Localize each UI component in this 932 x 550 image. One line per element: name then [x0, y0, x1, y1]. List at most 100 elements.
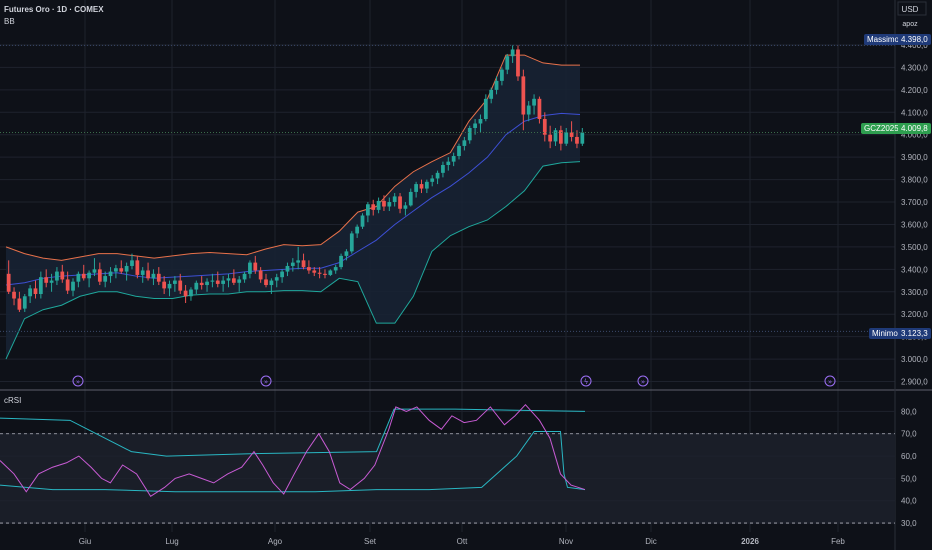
y-tick-label: 3.600,0	[901, 220, 928, 229]
candle-body	[301, 260, 306, 268]
candle-body	[403, 205, 408, 209]
candle-body	[103, 276, 108, 282]
candle-body	[71, 281, 75, 291]
candle-body	[87, 272, 91, 279]
candle-body	[81, 273, 86, 279]
candle-body	[215, 280, 220, 284]
candle-body	[494, 80, 499, 90]
candle-body	[537, 98, 542, 120]
candle-body	[521, 76, 526, 115]
candle-body	[457, 145, 461, 157]
candle-body	[33, 288, 38, 295]
candle-body	[580, 132, 585, 144]
candle-body	[290, 262, 295, 266]
candle-body	[398, 196, 402, 209]
event-icon	[72, 375, 84, 387]
candle-body	[285, 265, 290, 272]
x-tick-label: Feb	[831, 537, 845, 546]
candle-body	[146, 270, 150, 279]
candle-body	[140, 270, 145, 275]
crsi-line	[0, 403, 586, 497]
candle-body	[60, 271, 65, 280]
candle-body	[258, 270, 263, 280]
y-tick-label: 4.200,0	[901, 86, 928, 95]
crsi-tick-label: 40,0	[901, 497, 917, 506]
candle-body	[167, 283, 172, 289]
candle-body	[38, 277, 43, 295]
event-icon-glyph: »	[828, 378, 832, 386]
x-tick-label: Lug	[165, 537, 178, 546]
candle-body	[76, 273, 81, 282]
candle-body	[108, 271, 113, 277]
candle-body	[553, 130, 558, 142]
candle-body	[526, 105, 531, 115]
candle-body	[269, 280, 274, 286]
bollinger-fill	[6, 55, 580, 360]
candle-body	[349, 233, 354, 252]
candle-body	[558, 130, 563, 144]
candle-body	[414, 184, 419, 192]
candle-body	[28, 288, 33, 297]
x-tick-label: Giu	[79, 537, 91, 546]
candle-body	[6, 273, 11, 292]
min-value: 3.123,3	[898, 328, 931, 339]
candle-body	[130, 260, 134, 266]
x-tick-label: Set	[364, 537, 377, 546]
candle-body	[199, 282, 204, 286]
indicator-label-bb[interactable]: BB	[4, 17, 15, 26]
currency-button[interactable]: USD	[901, 5, 919, 14]
candle-body	[376, 200, 381, 210]
unit-button[interactable]: apoz	[902, 21, 918, 28]
candle-body	[516, 49, 520, 77]
candle-body	[189, 289, 193, 297]
y-tick-label: 3.200,0	[901, 310, 928, 319]
candle-body	[178, 280, 183, 291]
y-tick-label: 3.800,0	[901, 176, 928, 185]
candle-body	[124, 265, 129, 272]
event-icon-glyph: »	[76, 378, 80, 386]
candle-body	[17, 298, 22, 310]
candle-body	[355, 226, 360, 234]
candle-body	[274, 277, 279, 281]
crsi-tick-label: 30,0	[901, 519, 917, 528]
candle-body	[532, 98, 536, 106]
candle-body	[194, 282, 199, 290]
y-tick-label: 3.400,0	[901, 265, 928, 274]
candle-body	[65, 279, 70, 291]
candle-body	[408, 191, 413, 206]
candle-body	[237, 279, 242, 283]
crsi-lower-band	[0, 431, 586, 493]
candle-body	[55, 271, 59, 281]
candle-body	[569, 132, 574, 137]
candle-body	[114, 268, 118, 272]
candle-body	[382, 200, 386, 207]
candle-body	[49, 280, 54, 283]
last-price-badge: 4.009,8	[898, 123, 931, 134]
currency-box	[897, 1, 927, 16]
bollinger-lower-line	[5, 161, 581, 360]
candle-body	[435, 172, 440, 179]
crsi-tick-label: 80,0	[901, 407, 917, 416]
candle-body	[317, 272, 322, 274]
x-tick-label: 2026	[741, 537, 759, 546]
candle-body	[360, 215, 365, 227]
indicator-label-crsi[interactable]: cRSI	[4, 396, 22, 405]
min-label: Minimo	[869, 328, 901, 339]
candle-body	[548, 134, 553, 142]
event-icon	[824, 375, 836, 387]
max-value: 4.398,0	[898, 34, 931, 45]
event-icon-glyph: ϟ	[584, 378, 589, 386]
candle-body	[210, 280, 215, 282]
max-label: Massimo	[864, 34, 903, 45]
y-tick-label: 3.000,0	[901, 355, 928, 364]
candle-body	[473, 123, 477, 128]
candle-body	[489, 89, 494, 99]
candle-body	[575, 136, 579, 144]
y-tick-label: 3.700,0	[901, 198, 928, 207]
y-tick-label: 3.900,0	[901, 153, 928, 162]
event-icon-glyph: »	[641, 378, 645, 386]
candle-body	[135, 260, 140, 275]
candle-body	[242, 273, 247, 280]
candle-body	[119, 268, 124, 272]
